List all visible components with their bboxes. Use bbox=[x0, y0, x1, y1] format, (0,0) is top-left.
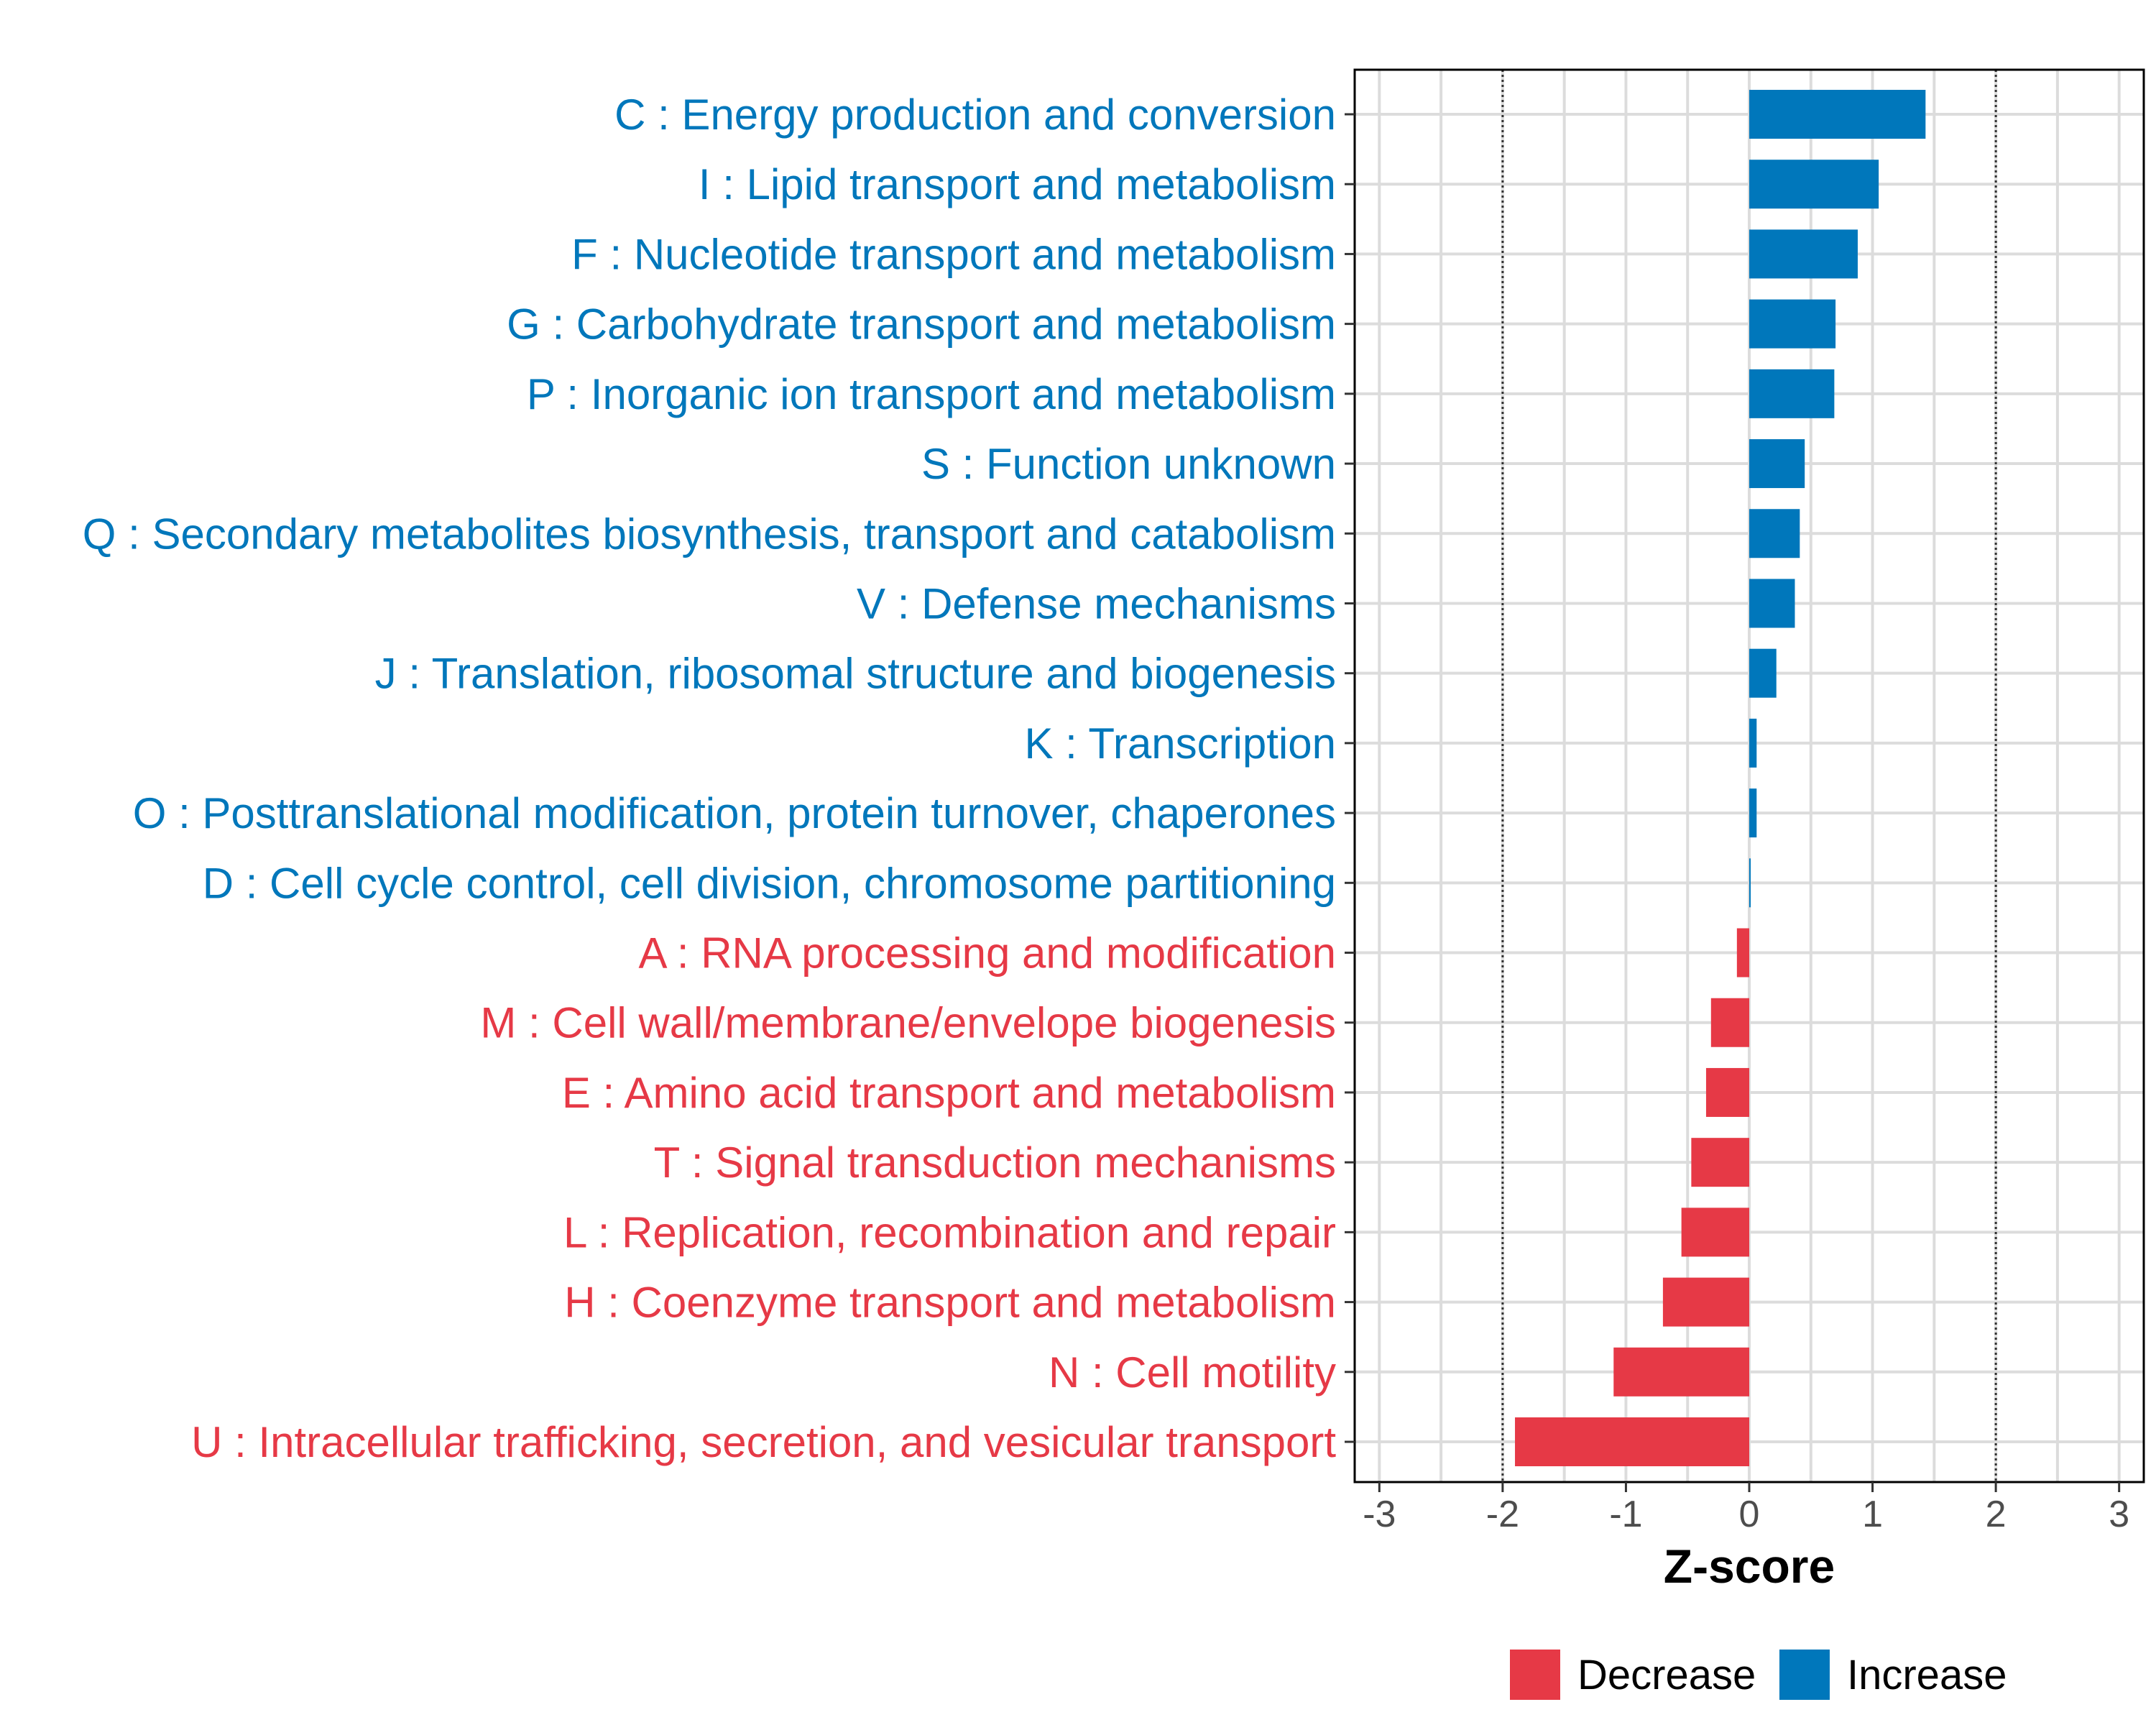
x-tick-label: 3 bbox=[2109, 1494, 2129, 1535]
category-label: Q : Secondary metabolites biosynthesis, … bbox=[83, 510, 1336, 558]
y-axis-ticks bbox=[1345, 113, 1355, 1443]
category-label: S : Function unknown bbox=[921, 440, 1336, 488]
category-label: A : RNA processing and modification bbox=[638, 929, 1336, 978]
category-label: O : Posttranslational modification, prot… bbox=[133, 789, 1336, 837]
x-axis: -3 -2 -1 0 1 2 3 bbox=[1363, 1482, 2129, 1535]
category-label: N : Cell motility bbox=[1049, 1348, 1336, 1397]
bar bbox=[1749, 648, 1777, 698]
x-axis-title: Z-score bbox=[1664, 1540, 1835, 1593]
reference-lines bbox=[1501, 70, 1997, 1482]
bar bbox=[1749, 299, 1836, 349]
bar bbox=[1749, 788, 1757, 838]
bar bbox=[1749, 718, 1757, 768]
bar bbox=[1681, 1208, 1749, 1257]
category-label: F : Nucleotide transport and metabolism bbox=[571, 230, 1336, 278]
bar bbox=[1749, 509, 1800, 558]
legend-key bbox=[1779, 1650, 1830, 1700]
category-label: H : Coenzyme transport and metabolism bbox=[564, 1279, 1336, 1327]
legend-label: Decrease bbox=[1577, 1652, 1756, 1698]
category-labels: C : Energy production and conversion I : … bbox=[83, 91, 1337, 1466]
x-tick-label: -1 bbox=[1609, 1494, 1642, 1535]
bars bbox=[1515, 90, 1926, 1466]
bar bbox=[1749, 858, 1751, 908]
x-tick-label: 0 bbox=[1739, 1494, 1760, 1535]
category-label: C : Energy production and conversion bbox=[614, 91, 1336, 139]
bar bbox=[1691, 1138, 1749, 1187]
category-label: T : Signal transduction mechanisms bbox=[654, 1138, 1336, 1187]
x-tick-label: -3 bbox=[1363, 1494, 1396, 1535]
bar bbox=[1710, 998, 1749, 1047]
bar bbox=[1749, 90, 1926, 139]
bar bbox=[1749, 369, 1835, 418]
legend-label: Increase bbox=[1847, 1652, 2007, 1698]
category-label: L : Replication, recombination and repai… bbox=[563, 1208, 1336, 1256]
category-label: G : Carbohydrate transport and metabolis… bbox=[507, 300, 1336, 349]
legend: Decrease Increase bbox=[1510, 1650, 2007, 1700]
category-label: M : Cell wall/membrane/envelope biogenes… bbox=[480, 999, 1336, 1047]
category-label: D : Cell cycle control, cell division, c… bbox=[203, 859, 1336, 907]
category-label: K : Transcription bbox=[1024, 719, 1336, 768]
bar bbox=[1749, 160, 1879, 209]
x-tick-label: -2 bbox=[1486, 1494, 1519, 1535]
bar bbox=[1613, 1347, 1749, 1397]
bar bbox=[1736, 928, 1749, 978]
category-label: V : Defense mechanisms bbox=[857, 579, 1336, 627]
category-label: E : Amino acid transport and metabolism bbox=[562, 1069, 1336, 1117]
x-tick-label: 1 bbox=[1862, 1494, 1883, 1535]
bar bbox=[1515, 1417, 1749, 1466]
category-label: J : Translation, ribosomal structure and… bbox=[375, 650, 1336, 698]
bar bbox=[1749, 439, 1805, 489]
bar bbox=[1705, 1067, 1749, 1117]
category-label: I : Lipid transport and metabolism bbox=[699, 160, 1336, 208]
legend-key bbox=[1510, 1650, 1560, 1700]
x-tick-label: 2 bbox=[1986, 1494, 2007, 1535]
bar bbox=[1662, 1277, 1749, 1327]
bar bbox=[1749, 579, 1795, 628]
category-label: U : Intracellular trafficking, secretion… bbox=[191, 1418, 1336, 1466]
bar bbox=[1749, 229, 1858, 279]
category-label: P : Inorganic ion transport and metaboli… bbox=[527, 370, 1336, 418]
